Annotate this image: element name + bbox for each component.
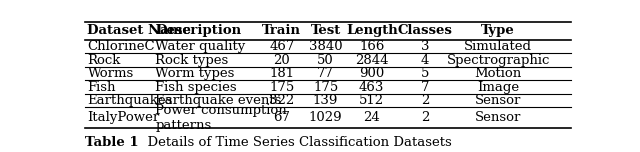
Text: 322: 322 <box>269 94 294 107</box>
Text: Description: Description <box>156 24 242 37</box>
Text: 166: 166 <box>359 40 385 53</box>
Text: 3840: 3840 <box>308 40 342 53</box>
Text: Simulated: Simulated <box>464 40 532 53</box>
Text: 1029: 1029 <box>308 111 342 124</box>
Text: Details of Time Series Classification Datasets: Details of Time Series Classification Da… <box>139 136 451 149</box>
Text: Earthquake events: Earthquake events <box>156 94 282 107</box>
Text: Image: Image <box>477 81 519 93</box>
Text: Earthquakes: Earthquakes <box>88 94 173 107</box>
Text: 2: 2 <box>421 111 429 124</box>
Text: Sensor: Sensor <box>475 94 522 107</box>
Text: Worm types: Worm types <box>156 67 235 80</box>
Text: 7: 7 <box>421 81 429 93</box>
Text: 4: 4 <box>421 54 429 67</box>
Text: Classes: Classes <box>398 24 452 37</box>
Text: ItalyPower: ItalyPower <box>88 111 160 124</box>
Text: Length: Length <box>346 24 397 37</box>
Text: Spectrographic: Spectrographic <box>447 54 550 67</box>
Text: 24: 24 <box>364 111 380 124</box>
Text: Table 1: Table 1 <box>85 136 139 149</box>
Text: 2: 2 <box>421 94 429 107</box>
Text: 175: 175 <box>313 81 338 93</box>
Text: Worms: Worms <box>88 67 134 80</box>
Text: Fish species: Fish species <box>156 81 237 93</box>
Text: 67: 67 <box>273 111 291 124</box>
Text: 2844: 2844 <box>355 54 388 67</box>
Text: Rock: Rock <box>88 54 121 67</box>
Text: 900: 900 <box>359 67 385 80</box>
Text: Train: Train <box>262 24 301 37</box>
Text: Rock types: Rock types <box>156 54 228 67</box>
Text: 175: 175 <box>269 81 294 93</box>
Text: Sensor: Sensor <box>475 111 522 124</box>
Text: 139: 139 <box>313 94 339 107</box>
Text: 20: 20 <box>273 54 290 67</box>
Text: Power consumption
patterns: Power consumption patterns <box>156 104 287 132</box>
Text: 3: 3 <box>421 40 429 53</box>
Text: Fish: Fish <box>88 81 116 93</box>
Text: Dataset Name: Dataset Name <box>88 24 191 37</box>
Text: Test: Test <box>310 24 340 37</box>
Text: 50: 50 <box>317 54 334 67</box>
Text: Motion: Motion <box>474 67 522 80</box>
Text: ChlorineC: ChlorineC <box>88 40 155 53</box>
Text: 181: 181 <box>269 67 294 80</box>
Text: 512: 512 <box>359 94 384 107</box>
Text: 467: 467 <box>269 40 294 53</box>
Text: Water quality: Water quality <box>156 40 246 53</box>
Text: 77: 77 <box>317 67 334 80</box>
Text: 5: 5 <box>421 67 429 80</box>
Text: 463: 463 <box>359 81 385 93</box>
Text: Type: Type <box>481 24 515 37</box>
